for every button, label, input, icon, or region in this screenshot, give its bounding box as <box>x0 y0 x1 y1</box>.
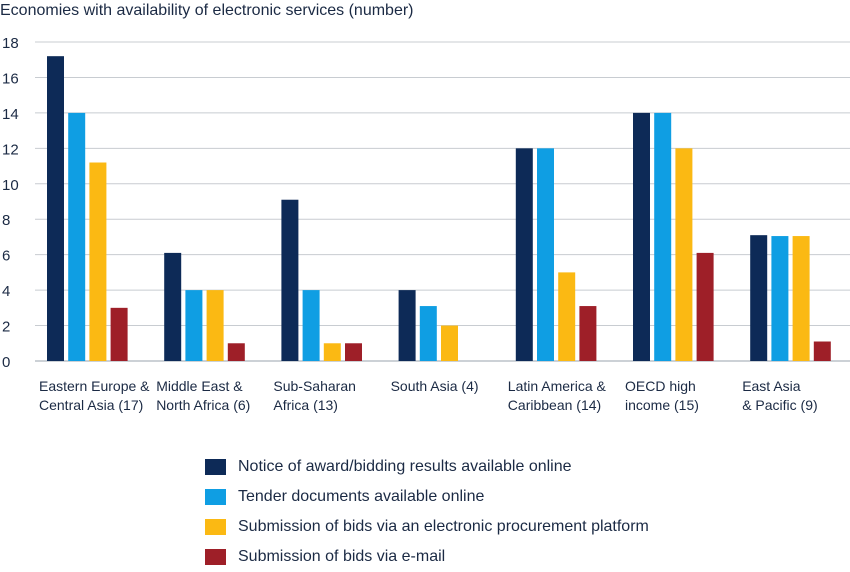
bar <box>47 56 64 362</box>
bar <box>441 325 458 361</box>
bar <box>633 112 650 361</box>
category-label: Eastern Europe & Central Asia (17) <box>39 378 150 413</box>
bar <box>227 343 245 361</box>
legend-swatch <box>205 459 226 475</box>
y-axis-ticks: 0 2 4 6 8 10 12 14 16 18 <box>2 35 19 371</box>
chart-title: Economies with availability of electroni… <box>0 2 414 19</box>
legend-label: Submission of bids via e-mail <box>238 548 446 565</box>
legend-item: Notice of award/bidding results availabl… <box>205 452 649 482</box>
bar <box>164 252 182 361</box>
y-tick-label: 4 <box>2 283 10 300</box>
bar <box>419 306 437 361</box>
legend-item: Submission of bids via an electronic pro… <box>205 512 649 542</box>
category-label-line: & Pacific (9) <box>742 397 817 413</box>
gridlines <box>35 41 850 362</box>
category-label: South Asia (4) <box>391 378 479 394</box>
bar <box>579 306 597 361</box>
category-label-line: South Asia (4) <box>391 378 479 394</box>
bar <box>206 290 224 361</box>
bar <box>654 112 672 361</box>
y-tick-label: 12 <box>2 141 19 158</box>
bar <box>537 148 554 361</box>
bar <box>398 290 416 361</box>
bar <box>558 272 576 361</box>
bar <box>750 235 768 361</box>
y-tick-label: 0 <box>2 354 10 371</box>
bar <box>515 148 533 361</box>
category-label: East Asia & Pacific (9) <box>742 378 817 413</box>
y-tick-label: 18 <box>2 35 19 52</box>
y-tick-label: 8 <box>2 212 10 229</box>
bar <box>89 162 107 361</box>
category-labels: Eastern Europe & Central Asia (17) Middle … <box>39 378 818 413</box>
category-label-line: Caribbean (14) <box>508 397 601 413</box>
bar <box>771 236 789 361</box>
bars <box>47 56 831 362</box>
legend: Notice of award/bidding results availabl… <box>205 452 649 572</box>
category-label: Middle East & North Africa (6) <box>156 378 250 413</box>
bar <box>323 343 341 361</box>
category-label-line: Sub-Saharan <box>273 378 356 394</box>
legend-swatch <box>205 519 226 535</box>
bar <box>68 112 86 361</box>
y-tick-label: 16 <box>2 70 19 87</box>
legend-swatch <box>205 489 226 505</box>
y-tick-label: 10 <box>2 177 19 194</box>
category-label-line: Middle East & <box>156 378 243 394</box>
bar <box>281 199 299 361</box>
legend-swatch <box>205 549 226 565</box>
bar <box>185 290 203 361</box>
y-tick-label: 14 <box>2 106 19 123</box>
bar <box>675 148 693 361</box>
category-label-line: Central Asia (17) <box>39 397 143 413</box>
category-label-line: income (15) <box>625 397 699 413</box>
bar <box>345 343 362 361</box>
category-label-line: North Africa (6) <box>156 397 250 413</box>
category-label: OECD high income (15) <box>625 378 699 413</box>
category-label-line: East Asia <box>742 378 801 394</box>
category-label-line: Eastern Europe & <box>39 378 150 394</box>
category-label-line: OECD high <box>625 378 696 394</box>
legend-label: Submission of bids via an electronic pro… <box>238 518 649 535</box>
legend-label: Notice of award/bidding results availabl… <box>238 458 572 475</box>
y-tick-label: 2 <box>2 319 10 336</box>
bar <box>302 290 320 361</box>
y-tick-label: 6 <box>2 248 10 265</box>
category-label-line: Latin America & <box>508 378 607 394</box>
bar <box>696 252 714 361</box>
bar-chart: 0 2 4 6 8 10 12 14 16 18 Eastern Europe & Central … <box>2 35 850 413</box>
category-label: Sub-Saharan Africa (13) <box>273 378 356 413</box>
category-label: Latin America & Caribbean (14) <box>508 378 607 413</box>
bar <box>792 236 810 361</box>
legend-label: Tender documents available online <box>238 488 485 505</box>
bar <box>110 307 128 361</box>
category-label-line: Africa (13) <box>273 397 338 413</box>
bar <box>813 341 831 361</box>
legend-item: Tender documents available online <box>205 482 649 512</box>
legend-item: Submission of bids via e-mail <box>205 542 649 572</box>
